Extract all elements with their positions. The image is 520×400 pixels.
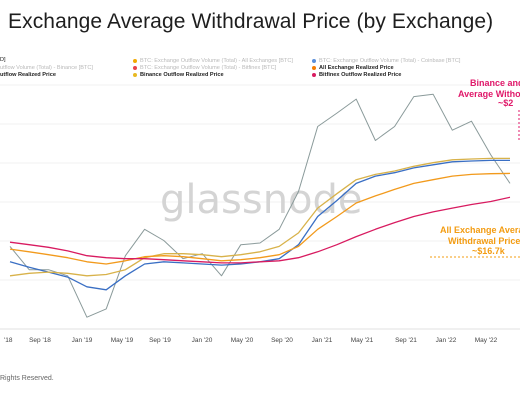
legend-item-binance-price[interactable]: Binance Outflow Realized Price [133,72,224,78]
legend-item-bitfinex-price[interactable]: Bitfinex Outflow Realized Price [312,72,401,78]
legend-label: utflow Realized Price [0,72,56,78]
all-exchange-annotation-line-3: ~$16.7k [472,246,506,256]
all-exchange-annotation-line-2: Withdrawal Price [448,236,520,246]
x-tick-label: Jan '21 [312,337,333,344]
all-exchange-annotation: All Exchange Averag Withdrawal Price ~$1… [430,225,520,258]
legend-dot [312,66,316,70]
legend-item-binance-volume[interactable]: utflow Volume (Total) - Binance [BTC] [0,65,93,71]
x-tick-label: Sep '18 [29,337,51,344]
x-tick-label: May '20 [231,337,254,344]
legend-dot [133,73,137,77]
series-line-binance [9,157,510,277]
x-tick-label: May '19 [111,337,134,344]
legend-head: D] [0,57,6,63]
legend-dot [133,59,137,63]
legend-label: Bitfinex Outflow Realized Price [319,72,402,78]
legend-label: Binance Outflow Realized Price [140,72,224,78]
legend-item-all-price[interactable]: All Exchange Realized Price [312,65,394,71]
x-tick-label: '18 [4,337,13,344]
x-tick-label: May '21 [351,337,374,344]
series-line-price [9,93,511,318]
legend-label: BTC: Exchange Outflow Volume (Total) - A… [140,58,293,64]
chart-gridlines [0,84,520,281]
legend-label: BTC: Exchange Outflow Volume (Total) - B… [140,65,277,71]
binance-annotation-line-2: Average Witho [458,89,520,99]
legend-label: utflow Volume (Total) - Binance [BTC] [0,65,93,71]
all-exchange-annotation-line-1: All Exchange Averag [440,225,520,235]
footer-copyright: Rights Reserved. [0,375,54,382]
legend-item-coinbase-volume[interactable]: BTC: Exchange Outflow Volume (Total) - C… [312,58,460,64]
legend-dot [312,59,316,63]
x-tick-label: May '22 [475,337,498,344]
x-tick-label: Jan '19 [72,337,93,344]
legend-dot [133,66,137,70]
legend-label: BTC: Exchange Outflow Volume (Total) - C… [319,58,461,64]
x-tick-label: Jan '20 [192,337,213,344]
binance-annotation-line-3: ~$2 [498,98,513,108]
binance-annotation: Binance and Average Witho ~$2 [458,78,520,140]
chart-series [9,93,511,318]
x-tick-label: Sep '21 [395,337,417,344]
watermark: glassnode [160,177,363,223]
x-tick-label: Sep '20 [271,337,293,344]
chart-title: Exchange Average Withdrawal Price (by Ex… [8,10,494,33]
x-axis-ticks: '18 Sep '18 Jan '19 May '19 Sep '19 Jan '20 Ma… [4,337,498,344]
series-line-all-exchange [9,172,511,265]
x-tick-label: Sep '19 [149,337,171,344]
series-line-bitfinex [9,196,511,264]
legend-item-bitfinex-volume[interactable]: BTC: Exchange Outflow Volume (Total) - B… [133,65,276,71]
legend-item-all-volume[interactable]: BTC: Exchange Outflow Volume (Total) - A… [133,58,293,64]
binance-annotation-line-1: Binance and [470,78,520,88]
x-tick-label: Jan '22 [436,337,457,344]
legend-label: All Exchange Realized Price [319,65,394,71]
legend-dot [312,73,316,77]
legend-item-coinbase-price[interactable]: utflow Realized Price [0,72,56,78]
